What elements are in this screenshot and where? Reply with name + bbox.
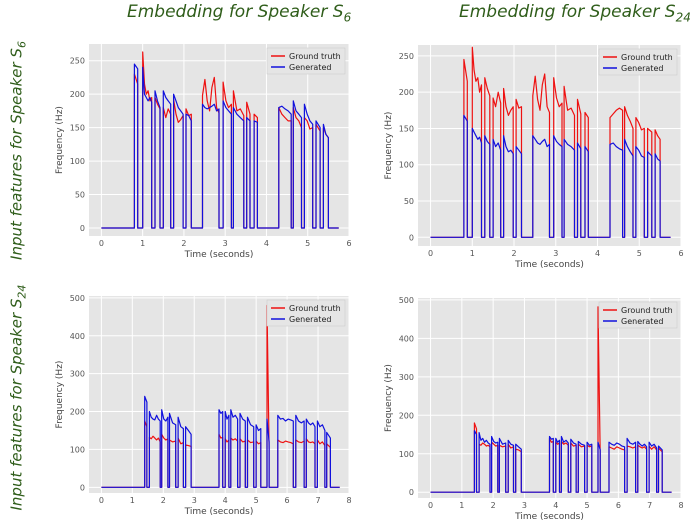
y-tick-label: 0: [409, 233, 414, 242]
y-tick-label: 200: [399, 88, 414, 97]
x-tick-label: 2: [491, 501, 496, 510]
legend-box: [266, 47, 346, 75]
y-tick-label: 0: [409, 488, 414, 497]
series-line-generated: [430, 114, 671, 238]
y-tick-label: 0: [80, 483, 85, 492]
x-tick-label: 1: [470, 249, 475, 258]
legend-label: Generated: [289, 63, 331, 72]
x-tick-label: 0: [99, 239, 104, 248]
legend-label: Ground truth: [289, 304, 341, 313]
chart-bottom-left: 0 1 2 3 4 5 6 7 8 0 100 200 300 400 500 Time (seconds) F…: [55, 294, 352, 517]
y-tick-label: 200: [70, 408, 85, 417]
y-tick-label: 200: [70, 90, 85, 99]
x-tick-label: 6: [285, 496, 290, 505]
y-tick-label: 100: [70, 445, 85, 454]
x-tick-label: 6: [346, 239, 351, 248]
x-tick-label: 8: [678, 501, 683, 510]
legend-label: Ground truth: [621, 306, 673, 315]
y-tick-label: 300: [399, 373, 414, 382]
chart-top-right: 0 1 2 3 4 5 6 0 50 100 150 200 250 Time (seconds) Freq…: [384, 45, 684, 270]
x-axis-label: Time (seconds): [514, 260, 584, 270]
legend-label: Ground truth: [289, 52, 341, 61]
x-tick-label: 5: [305, 239, 310, 248]
legend-label: Generated: [621, 317, 663, 326]
x-tick-label: 7: [316, 496, 321, 505]
y-tick-label: 150: [399, 124, 414, 133]
y-tick-label: 100: [399, 161, 414, 170]
x-tick-label: 6: [616, 501, 621, 510]
x-tick-label: 4: [264, 239, 269, 248]
x-tick-label: 4: [223, 496, 228, 505]
y-tick-label: 250: [399, 52, 414, 61]
legend-label: Ground truth: [621, 53, 673, 62]
x-tick-label: 2: [161, 496, 166, 505]
y-tick-label: 300: [70, 370, 85, 379]
y-axis-label: Frequency (Hz): [55, 106, 65, 174]
legend-box: [598, 301, 678, 329]
series-line-generated: [101, 395, 340, 488]
column-title-speaker-6: Embedding for Speaker S6: [127, 2, 352, 25]
x-tick-label: 0: [428, 249, 433, 258]
x-tick-label: 0: [99, 496, 104, 505]
x-axis-label: Time (seconds): [184, 507, 254, 517]
y-axis-label: Frequency (Hz): [55, 361, 65, 429]
y-tick-label: 0: [80, 224, 85, 233]
x-tick-label: 2: [181, 239, 186, 248]
x-tick-label: 6: [678, 249, 683, 258]
chart-top-left: 0 1 2 3 4 5 6 0 50 100 150 200 250 Time (seconds) Freq…: [55, 44, 352, 260]
x-tick-label: 8: [346, 496, 351, 505]
x-tick-label: 5: [254, 496, 259, 505]
x-tick-label: 3: [223, 239, 228, 248]
y-tick-label: 500: [70, 294, 85, 303]
x-tick-label: 7: [647, 501, 652, 510]
x-axis-label: Time (seconds): [514, 512, 584, 522]
y-tick-label: 100: [70, 157, 85, 166]
legend-box: [266, 299, 346, 327]
x-tick-label: 1: [130, 496, 135, 505]
x-tick-label: 5: [637, 249, 642, 258]
legend-box: [598, 48, 678, 76]
series-line-generated: [430, 430, 672, 493]
y-tick-label: 150: [70, 124, 85, 133]
legend-label: Generated: [621, 64, 663, 73]
y-tick-label: 200: [399, 411, 414, 420]
y-tick-label: 50: [404, 197, 414, 206]
x-tick-label: 1: [140, 239, 145, 248]
y-tick-label: 400: [70, 332, 85, 341]
x-tick-label: 4: [553, 501, 558, 510]
y-axis-label: Frequency (Hz): [384, 364, 394, 432]
series-line-generated: [101, 63, 339, 229]
x-tick-label: 3: [192, 496, 197, 505]
y-tick-label: 500: [399, 296, 414, 305]
chart-bottom-right: 0 1 2 3 4 5 6 7 8 0 100 200 300 400 500 Time (seconds) F…: [384, 296, 684, 522]
x-tick-label: 3: [522, 501, 527, 510]
y-tick-label: 50: [75, 191, 85, 200]
x-tick-label: 3: [553, 249, 558, 258]
x-tick-label: 1: [459, 501, 464, 510]
x-tick-label: 2: [511, 249, 516, 258]
y-tick-label: 400: [399, 334, 414, 343]
legend-label: Generated: [289, 315, 331, 324]
y-tick-label: 250: [70, 57, 85, 66]
y-axis-label: Frequency (Hz): [384, 112, 394, 180]
column-title-speaker-24: Embedding for Speaker S24: [459, 2, 691, 25]
y-tick-label: 100: [399, 450, 414, 459]
x-axis-label: Time (seconds): [184, 250, 254, 260]
x-tick-label: 5: [585, 501, 590, 510]
x-tick-label: 0: [428, 501, 433, 510]
x-tick-label: 4: [595, 249, 600, 258]
